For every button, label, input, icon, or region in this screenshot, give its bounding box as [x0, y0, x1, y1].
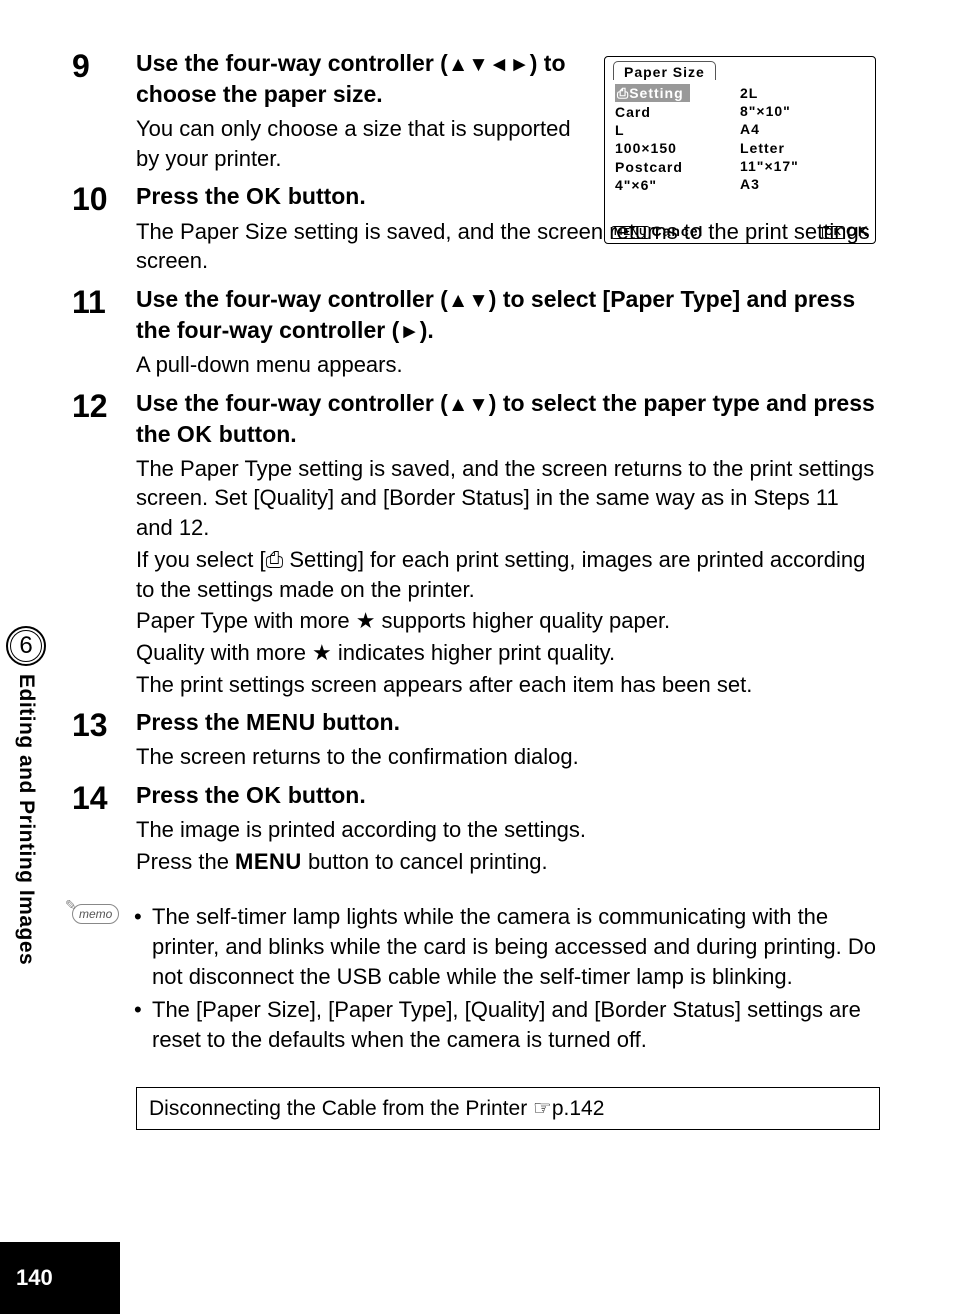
step-desc: You can only choose a size that is suppo… — [136, 114, 576, 173]
step-title: Press the OK button. — [136, 181, 880, 212]
step-title: Use the four-way controller (▲▼◄►) to ch… — [136, 48, 576, 110]
step-13: 13 Press the MENU button. The screen ret… — [72, 707, 880, 774]
chapter-badge: 6 — [6, 626, 46, 666]
step-number: 9 — [72, 48, 136, 175]
chapter-label: Editing and Printing Images — [14, 674, 38, 965]
memo-item: The [Paper Size], [Paper Type], [Quality… — [134, 995, 880, 1054]
page-number-footer: 140 — [0, 1242, 120, 1314]
step-14: 14 Press the OK button. The image is pri… — [72, 780, 880, 878]
cross-reference-box: Disconnecting the Cable from the Printer… — [136, 1087, 880, 1130]
page-content: 9 Use the four-way controller (▲▼◄►) to … — [72, 48, 880, 1130]
step-desc: The screen returns to the confirmation d… — [136, 742, 880, 772]
memo-item: The self-timer lamp lights while the cam… — [134, 902, 880, 991]
step-title: Use the four-way controller (▲▼) to sele… — [136, 388, 880, 450]
step-11: 11 Use the four-way controller (▲▼) to s… — [72, 284, 880, 382]
step-desc: A pull-down menu appears. — [136, 350, 880, 380]
page-number: 140 — [16, 1265, 53, 1291]
step-number: 10 — [72, 181, 136, 277]
step-desc: The image is printed according to the se… — [136, 815, 880, 876]
step-number: 11 — [72, 284, 136, 382]
memo-list: The self-timer lamp lights while the cam… — [134, 902, 880, 1058]
xref-text: Disconnecting the Cable from the Printer… — [149, 1097, 604, 1120]
step-number: 13 — [72, 707, 136, 774]
step-desc: The Paper Size setting is saved, and the… — [136, 217, 880, 276]
chapter-side-tab: 6 Editing and Printing Images — [0, 626, 52, 965]
step-title: Press the OK button. — [136, 780, 880, 811]
memo-block: memo The self-timer lamp lights while th… — [72, 902, 880, 1058]
step-9: 9 Use the four-way controller (▲▼◄►) to … — [72, 48, 880, 175]
step-10: 10 Press the OK button. The Paper Size s… — [72, 181, 880, 277]
step-title: Press the MENU button. — [136, 707, 880, 738]
step-number: 12 — [72, 388, 136, 702]
memo-icon: memo — [72, 902, 134, 1058]
step-12: 12 Use the four-way controller (▲▼) to s… — [72, 388, 880, 702]
step-desc: The Paper Type setting is saved, and the… — [136, 454, 880, 700]
step-number: 14 — [72, 780, 136, 878]
step-title: Use the four-way controller (▲▼) to sele… — [136, 284, 880, 346]
